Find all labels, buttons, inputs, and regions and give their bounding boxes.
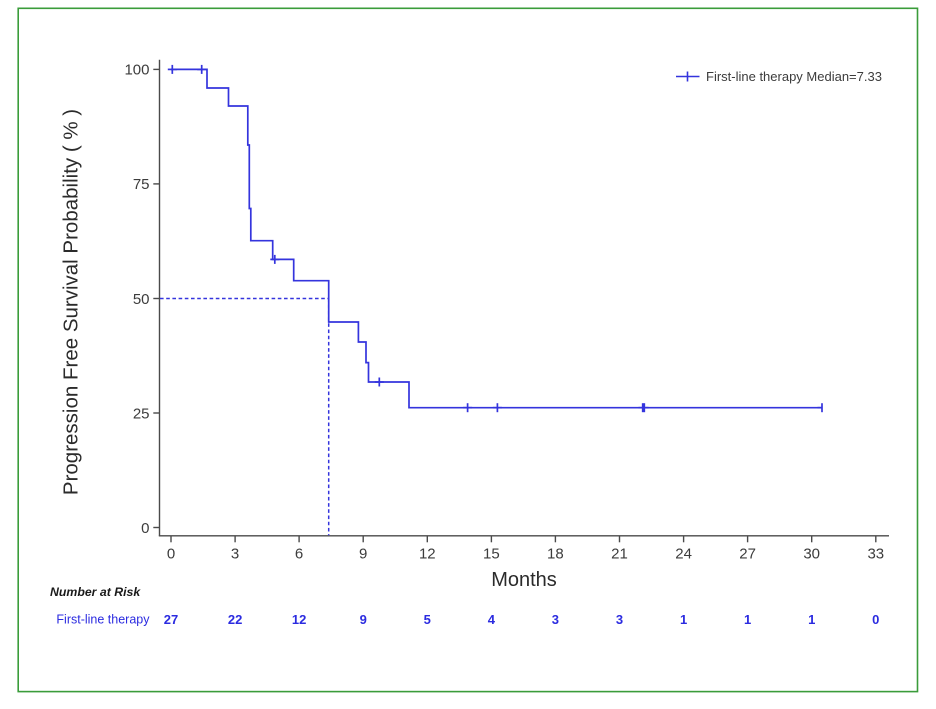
svg-text:6: 6: [295, 545, 303, 562]
svg-text:3: 3: [552, 612, 559, 627]
svg-text:3: 3: [231, 545, 239, 562]
svg-text:First-line therapy Median=7.33: First-line therapy Median=7.33: [706, 69, 882, 84]
svg-text:4: 4: [488, 612, 496, 627]
svg-text:12: 12: [292, 612, 306, 627]
svg-text:30: 30: [803, 545, 820, 562]
svg-text:5: 5: [424, 612, 431, 627]
svg-text:1: 1: [808, 612, 815, 627]
svg-text:24: 24: [675, 545, 692, 562]
svg-text:15: 15: [483, 545, 500, 562]
svg-text:25: 25: [133, 405, 150, 422]
svg-text:21: 21: [611, 545, 628, 562]
svg-text:75: 75: [133, 176, 150, 193]
svg-text:0: 0: [872, 612, 879, 627]
svg-text:22: 22: [228, 612, 242, 627]
svg-text:0: 0: [167, 545, 175, 562]
svg-text:100: 100: [124, 62, 149, 79]
svg-text:Progression Free Survival Prob: Progression Free Survival Probability ( …: [60, 109, 83, 495]
svg-text:27: 27: [164, 612, 178, 627]
svg-text:27: 27: [739, 545, 756, 562]
svg-text:Months: Months: [491, 569, 557, 591]
svg-text:50: 50: [133, 291, 150, 308]
svg-text:18: 18: [547, 545, 564, 562]
svg-text:First-line therapy: First-line therapy: [56, 613, 150, 627]
svg-text:1: 1: [680, 612, 687, 627]
svg-text:33: 33: [867, 545, 884, 562]
svg-text:9: 9: [359, 545, 367, 562]
svg-text:0: 0: [141, 520, 149, 537]
svg-text:Number at Risk: Number at Risk: [50, 585, 141, 599]
svg-text:1: 1: [744, 612, 751, 627]
svg-text:12: 12: [419, 545, 436, 562]
svg-text:9: 9: [360, 612, 367, 627]
svg-text:3: 3: [616, 612, 623, 627]
